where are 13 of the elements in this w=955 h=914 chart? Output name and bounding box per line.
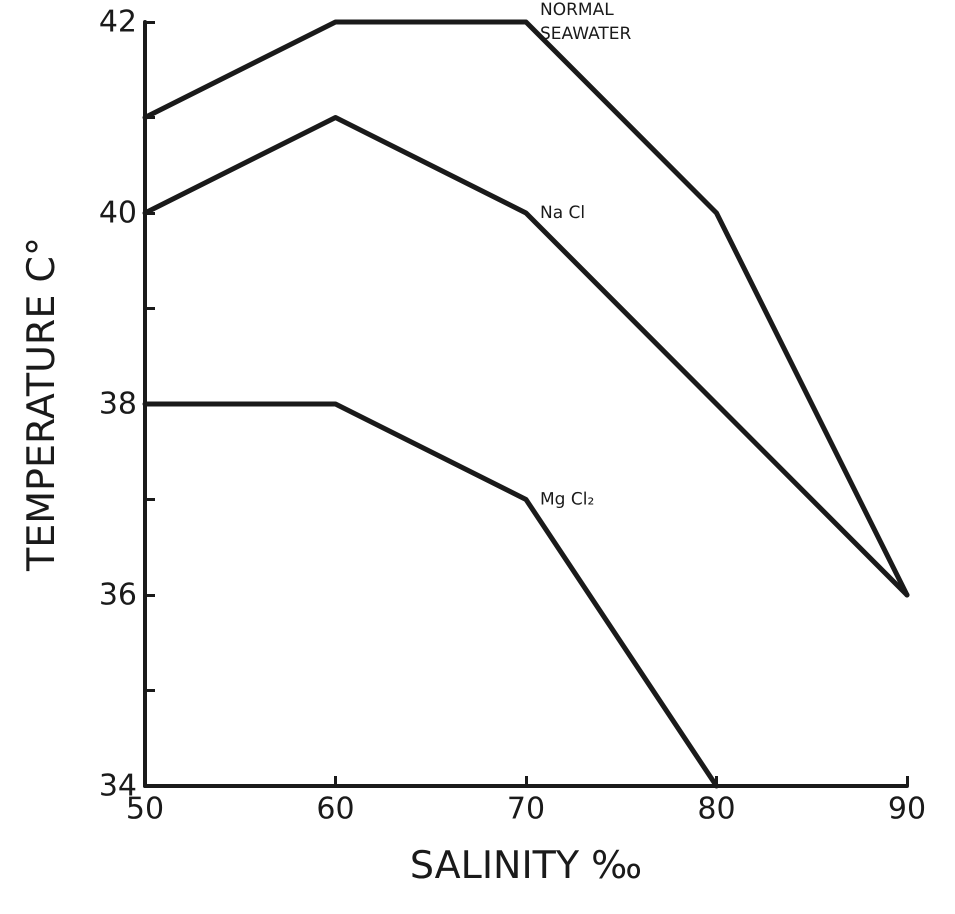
x-tick-label: 90	[888, 792, 926, 826]
x-tick-label: 60	[316, 792, 355, 826]
series-label: Mg Cl₂	[540, 490, 594, 510]
y-tick-label: 38	[98, 386, 137, 422]
y-tick-label: 40	[98, 196, 137, 230]
series-label: Na Cl	[540, 203, 586, 223]
y-axis-title: TEMPERATURE C°	[19, 237, 63, 572]
y-tick-label: 42	[98, 4, 137, 40]
y-tick-label: 36	[98, 578, 137, 612]
series-label: NORMAL SEAWATER	[540, 0, 632, 44]
x-tick-label: 80	[697, 792, 736, 826]
x-tick-label: 70	[506, 792, 546, 826]
x-axis-title: SALINITY ‰	[410, 843, 642, 887]
